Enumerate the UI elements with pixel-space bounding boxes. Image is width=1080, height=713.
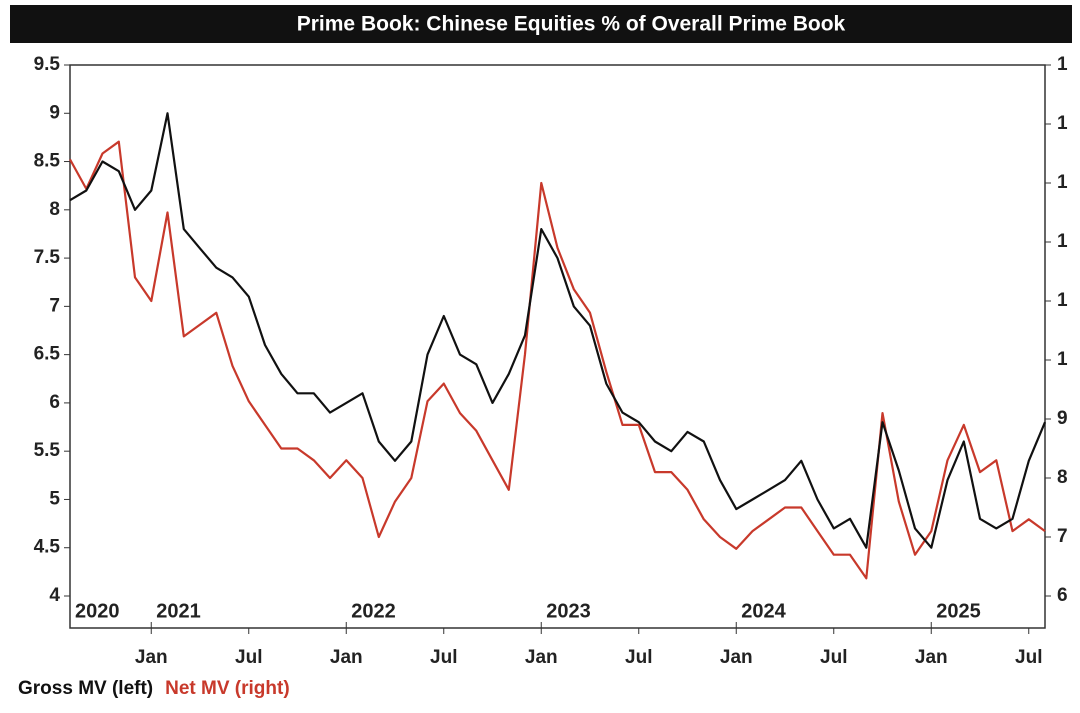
- y-tick-label: 4.5: [34, 537, 61, 558]
- y-tick-label: 7.5: [34, 247, 61, 268]
- x-tick-label: Jul: [820, 647, 847, 668]
- y-tick-label: 6: [49, 392, 60, 413]
- legend-label: Gross MV (left): [18, 678, 153, 699]
- y2-tick-label: 6: [1057, 585, 1068, 606]
- series-line: [69, 140, 1046, 580]
- series-line: [69, 112, 1047, 549]
- x-tick-label: Jul: [430, 647, 457, 668]
- y-tick-label: 8.5: [34, 151, 61, 172]
- y2-tick-label: 1: [1057, 54, 1068, 75]
- y-tick-label: 4: [49, 585, 60, 606]
- x-tick-label: Jan: [525, 647, 558, 668]
- year-label: 2021: [156, 600, 201, 622]
- x-tick-label: Jul: [235, 647, 262, 668]
- y-tick-label: 5: [49, 488, 60, 509]
- y2-tick-label: 1: [1057, 349, 1068, 370]
- y2-tick-label: 8: [1057, 467, 1068, 488]
- y2-tick-label: 1: [1057, 231, 1068, 252]
- chart-title: Prime Book: Chinese Equities % of Overal…: [297, 13, 846, 36]
- year-label: 2025: [936, 600, 981, 622]
- year-label: 2023: [546, 600, 591, 622]
- x-tick-label: Jan: [915, 647, 948, 668]
- y-tick-label: 6.5: [34, 344, 61, 365]
- y-tick-label: 9.5: [34, 54, 61, 75]
- x-tick-label: Jan: [135, 647, 168, 668]
- x-tick-label: Jul: [1015, 647, 1042, 668]
- y-tick-label: 7: [49, 295, 60, 316]
- plot-frame: [69, 64, 1046, 629]
- y-tick-label: 8: [49, 199, 60, 220]
- year-label: 2024: [741, 600, 786, 622]
- x-tick-label: Jan: [330, 647, 363, 668]
- y-tick-label: 9: [49, 102, 60, 123]
- x-tick-label: Jan: [720, 647, 753, 668]
- x-tick-label: Jul: [625, 647, 652, 668]
- year-label: 2020: [75, 600, 120, 622]
- y2-tick-label: 9: [1057, 408, 1068, 429]
- y2-tick-label: 1: [1057, 172, 1068, 193]
- title-bar: [10, 5, 1072, 43]
- legend-label: Net MV (right): [165, 678, 290, 699]
- y2-tick-label: 7: [1057, 526, 1068, 547]
- y2-tick-label: 1: [1057, 290, 1068, 311]
- y-tick-label: 5.5: [34, 440, 61, 461]
- y2-tick-label: 1: [1057, 113, 1068, 134]
- year-label: 2022: [351, 600, 396, 622]
